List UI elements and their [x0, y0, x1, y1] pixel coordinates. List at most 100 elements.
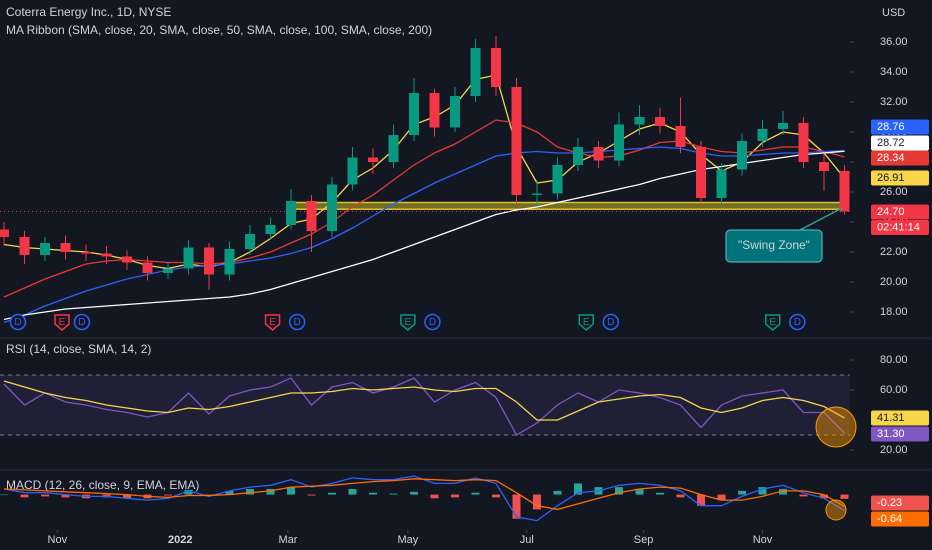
candle-body	[245, 234, 255, 249]
histogram-bar	[697, 494, 705, 506]
y-tick-label: 80.00	[880, 354, 908, 366]
candle-body	[368, 157, 378, 162]
histogram-bar	[266, 489, 275, 495]
candle-body	[163, 268, 173, 273]
candle-body	[696, 147, 706, 198]
histogram-bar	[246, 489, 254, 495]
y-tick-label: 34.00	[880, 66, 908, 78]
y-tick-label: 60.00	[880, 384, 908, 396]
event-marker	[602, 313, 620, 331]
event-label: D	[794, 317, 801, 328]
y-tick-label: 36.00	[880, 36, 908, 48]
macd-label: -0.23	[877, 497, 902, 509]
highlight	[815, 406, 857, 448]
countdown: 02:41:14	[877, 221, 920, 233]
callout-pointer	[799, 207, 843, 231]
histogram-bar	[676, 494, 685, 498]
candle-body	[347, 157, 358, 185]
candle-body	[757, 129, 768, 141]
x-tick-label: Sep	[634, 534, 654, 546]
candle-body	[306, 201, 317, 231]
histogram-bar	[574, 483, 582, 495]
countdown-bg	[871, 220, 929, 235]
macd-title: MACD (12, 26, close, 9, EMA, EMA)	[6, 478, 199, 492]
candle-body	[675, 126, 686, 147]
candle-body	[614, 124, 624, 161]
candle-body	[839, 171, 850, 212]
candle-body	[122, 256, 132, 263]
rsi-label-bg	[871, 410, 929, 426]
candle-body	[183, 247, 194, 269]
histogram-bar	[389, 493, 398, 495]
histogram-bar	[615, 487, 623, 495]
last-price-label: 24.70	[877, 206, 905, 218]
price-label: 26.91	[877, 172, 905, 184]
histogram-bar	[471, 492, 480, 495]
histogram-bar	[553, 490, 562, 495]
histogram-bar	[307, 494, 316, 496]
histogram-bar	[840, 494, 849, 499]
event-label: E	[59, 317, 66, 328]
last-price-label-bg	[871, 204, 929, 220]
histogram-bar	[287, 487, 295, 495]
candle-body	[224, 249, 235, 275]
histogram-bar	[512, 494, 521, 519]
currency: USD	[882, 7, 905, 19]
candle-body	[737, 141, 747, 170]
histogram-bar	[410, 491, 418, 495]
event-marker	[765, 314, 781, 331]
y-tick-label: 26.00	[880, 186, 908, 198]
event-marker	[54, 314, 70, 331]
highlight	[825, 499, 847, 521]
histogram-bar	[0, 494, 8, 496]
histogram-bar	[717, 494, 726, 501]
candle-body	[798, 123, 809, 162]
histogram-bar	[123, 494, 131, 499]
event-marker	[424, 313, 441, 331]
line	[3, 380, 845, 421]
event-marker	[578, 314, 594, 331]
histogram-bar	[758, 487, 767, 495]
histogram-bar	[348, 489, 357, 495]
histogram-bar	[738, 490, 746, 495]
event-label: E	[405, 317, 412, 328]
candle-body	[142, 262, 153, 273]
candle-body	[327, 184, 337, 231]
histogram-bar	[533, 494, 541, 510]
price-label: 28.72	[877, 137, 905, 149]
x-tick-label: Jul	[520, 534, 534, 546]
candle-body	[388, 135, 399, 162]
price-label: 28.76	[877, 121, 905, 133]
candle-body	[819, 162, 829, 171]
event-label: D	[429, 317, 436, 328]
candle-body	[409, 93, 419, 135]
x-tick-label: 2022	[168, 534, 192, 546]
event-marker	[264, 314, 281, 331]
macd-label: -0.64	[877, 513, 902, 525]
x-tick-label: May	[397, 534, 418, 546]
candle-body	[101, 253, 112, 257]
rsi-label: 31.30	[877, 428, 905, 440]
price-label-bg	[871, 150, 929, 166]
candle-body	[265, 225, 276, 234]
candle-body	[491, 48, 501, 87]
candle-body	[40, 243, 50, 255]
candle-body	[532, 193, 542, 195]
histogram-bar	[225, 490, 234, 495]
line	[3, 478, 845, 511]
candle-body	[716, 169, 727, 198]
event-label: E	[583, 317, 590, 328]
event-label: D	[607, 317, 614, 328]
swing-zone	[287, 201, 849, 210]
y-tick-label: 32.00	[880, 96, 908, 108]
x-tick-label: Mar	[278, 534, 297, 546]
candle-body	[655, 117, 665, 126]
histogram-bar	[635, 489, 644, 495]
price-label-bg	[871, 170, 929, 186]
histogram-bar	[430, 494, 439, 499]
histogram-bar	[184, 489, 193, 495]
event-label: E	[269, 317, 276, 328]
candle-body	[511, 87, 522, 195]
candle-body	[470, 48, 481, 96]
candle-body	[634, 117, 645, 125]
